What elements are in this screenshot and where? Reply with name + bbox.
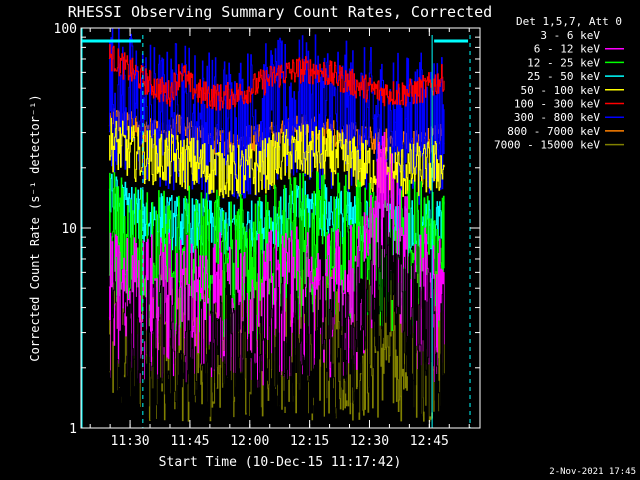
x-tick-label: 12:15 [290,434,329,449]
legend-label: 100 - 300 keV [514,98,600,111]
legend-label: 800 - 7000 keV [507,125,600,138]
x-tick-label: 11:30 [111,434,150,449]
legend-label: 25 - 50 keV [527,70,600,83]
plot-timestamp: 2-Nov-2021 17:45 [549,467,636,477]
legend-header: Det 1,5,7, Att 0 [516,15,622,28]
legend-label: 300 - 800 keV [514,111,600,124]
series-trace-5 [108,117,445,199]
series-trace-6 [108,44,445,111]
y-tick-label: 10 [61,222,77,237]
x-tick-label: 11:45 [170,434,209,449]
series-trace-2 [108,132,445,388]
legend-label: 7000 - 15000 keV [494,139,600,152]
y-tick-label: 1 [69,422,77,437]
chart-axes: 11:30 11:45 12:00 12:15 12:30 12:45 1 10 100 [54,22,480,449]
x-axis-label: Start Time (10-Dec-15 11:17:42) [159,455,402,470]
chart-title: RHESSI Observing Summary Count Rates, Co… [68,3,492,21]
x-tick-label: 12:30 [350,434,389,449]
legend-label: 6 - 12 keV [534,43,601,56]
series-trace-1 [108,207,445,427]
observing-flags [81,28,471,428]
series-trace-7 [108,27,445,205]
x-tick-label: 12:00 [230,434,269,449]
y-tick-label: 100 [54,22,77,37]
legend-label: 50 - 100 keV [521,84,601,97]
y-axis-label: Corrected Count Rate (s⁻¹ detector⁻¹) [28,94,42,361]
legend-label: 3 - 6 keV [540,29,600,42]
chart-traces [108,27,445,427]
x-tick-label: 12:45 [410,434,449,449]
legend-label: 12 - 25 keV [527,56,600,69]
